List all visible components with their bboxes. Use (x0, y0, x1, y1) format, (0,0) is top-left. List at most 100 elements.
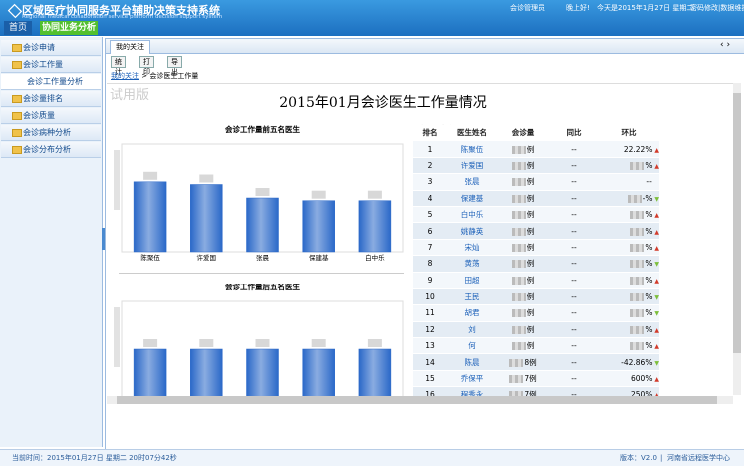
toolbar-button[interactable]: 导出 (167, 56, 182, 76)
trend-arrow: ▲ (652, 277, 659, 285)
redacted (511, 325, 526, 334)
table-cell: 22.22% ▲ (599, 140, 659, 158)
doctor-link[interactable]: 白中乐 (460, 210, 484, 220)
redacted-label (199, 339, 214, 347)
header-links[interactable]: 密码修改|数据维护管理 (690, 4, 744, 12)
collapse-handle[interactable] (102, 228, 106, 250)
table-cell: 姚静英 (447, 222, 497, 240)
trend-arrow: ▲ (652, 228, 659, 236)
redacted-label (143, 339, 158, 347)
table-row: 4 保建基 例 -- -% ▼ (413, 190, 659, 207)
table-cell: 王民 (447, 288, 497, 306)
menu-item[interactable]: 会诊工作量 (1, 57, 101, 73)
doctor-link[interactable]: 刘 (468, 324, 476, 334)
table-cell: % ▼ (599, 304, 659, 322)
doctor-link[interactable]: 田超 (464, 275, 480, 285)
table-cell: 例 (497, 321, 549, 339)
redacted (630, 227, 645, 236)
doctor-link[interactable]: 陈聚伍 (460, 144, 484, 154)
column-header: 环比 (599, 125, 659, 142)
trend-arrow: ▲ (652, 244, 659, 252)
table-cell: 14 (413, 353, 447, 371)
doctor-link[interactable]: 黄荡 (464, 259, 480, 269)
cell-text: % (645, 210, 653, 220)
table-cell: -- (549, 140, 599, 158)
h-scrollbar[interactable] (107, 396, 733, 404)
table-cell: % ▲ (599, 222, 659, 240)
cell-text: 例 (526, 144, 535, 154)
menu-item[interactable]: 会诊病种分析 (1, 125, 101, 141)
doctor-link[interactable]: 陈晨 (464, 357, 480, 367)
trend-arrow: ▲ (652, 146, 659, 154)
table-cell: 陈晨 (447, 353, 497, 371)
content: 试用版 试用版 2015年01月会诊医生工作量情况 会诊工作量前五名医生陈聚伍许… (107, 83, 733, 396)
toolbar-button[interactable]: 打印 (139, 56, 154, 76)
doctor-link[interactable]: 胡君 (464, 308, 480, 318)
doctor-link[interactable]: 程秀永 (460, 390, 484, 396)
table-cell: -- (549, 288, 599, 306)
nav-tab[interactable]: 协同业务分析 (40, 21, 98, 35)
menu-item[interactable]: 会诊质量 (1, 108, 101, 124)
redacted (511, 293, 526, 302)
bar (133, 348, 167, 396)
table-cell: 许爱国 (447, 157, 497, 175)
divider (119, 273, 404, 274)
footer: 当前时间：2015年01月27日 星期二 20时07分42秒 版本：V2.0 |… (0, 449, 744, 466)
table-cell: 16 (413, 386, 447, 396)
redacted (509, 358, 524, 367)
tab-bar: 我的关注 ‹ › (106, 39, 744, 54)
cell-text: 7 (427, 242, 433, 252)
cell-text: 例 (526, 226, 535, 236)
table-cell: 何 (447, 337, 497, 355)
tab[interactable]: 我的关注 (110, 40, 150, 54)
sidebar: 会诊申请会诊工作量会诊工作量分析 会诊量排名 会诊质量 会诊病种分析 会诊分布分析 (0, 37, 103, 447)
chart-title: 会诊工作量后五名医生 (225, 284, 300, 291)
cell-text: 7例 (524, 374, 537, 384)
doctor-link[interactable]: 保建基 (460, 193, 484, 203)
table-cell: 例 (497, 304, 549, 322)
cell-text: -- (646, 177, 652, 187)
trend-arrow (652, 177, 659, 186)
footer-time: 当前时间：2015年01月27日 星期二 20时07分42秒 (12, 454, 177, 462)
trend-arrow: ▲ (652, 326, 659, 334)
menu-item[interactable]: 会诊申请 (1, 40, 101, 56)
table-cell: -- (549, 222, 599, 240)
table-cell: 例 (497, 255, 549, 273)
doctor-link[interactable]: 姚静英 (460, 226, 484, 236)
redacted (509, 391, 524, 396)
doctor-link[interactable]: 王民 (464, 292, 480, 302)
table-cell: -- (549, 173, 599, 191)
doctor-link[interactable]: 何 (468, 341, 476, 351)
doctor-link[interactable]: 张晨 (464, 177, 480, 187)
tab-arrows[interactable]: ‹ › (720, 40, 731, 50)
folder-icon (12, 129, 22, 137)
breadcrumb-link[interactable]: 我的关注 (111, 72, 139, 80)
table-cell: 10 (413, 288, 447, 306)
breadcrumb-current: 会诊医生工作量 (149, 72, 199, 80)
doctor-link[interactable]: 乔保平 (460, 374, 484, 384)
nav-tab[interactable]: 首页 (4, 21, 32, 35)
v-scrollbar[interactable] (733, 83, 741, 395)
redacted-label (255, 339, 270, 347)
user[interactable]: 会诊管理员 (510, 4, 545, 12)
doctor-link[interactable]: 宋灿 (464, 242, 480, 252)
cell-text: 8 (427, 259, 433, 269)
doctor-link[interactable]: 许爱国 (460, 160, 484, 170)
cell-text: 600% (631, 374, 653, 384)
table-cell: 13 (413, 337, 447, 355)
redacted (630, 342, 645, 351)
table-cell: % ▼ (599, 288, 659, 306)
bar (358, 200, 392, 253)
toolbar-button[interactable]: 统计 (111, 56, 126, 76)
cell-text: 8例 (524, 357, 537, 367)
menu-item[interactable]: 会诊量排名 (1, 91, 101, 107)
redacted (511, 243, 526, 252)
menu-subitem[interactable]: 会诊工作量分析 (1, 74, 101, 90)
menu-item[interactable]: 会诊分布分析 (1, 142, 101, 158)
folder-icon (12, 44, 22, 52)
cell-text: 7例 (524, 390, 537, 396)
table-cell: 例 (497, 206, 549, 224)
menu-label: 会诊工作量 (23, 60, 63, 69)
table-row: 7 宋灿例 --% ▲ (413, 239, 659, 257)
